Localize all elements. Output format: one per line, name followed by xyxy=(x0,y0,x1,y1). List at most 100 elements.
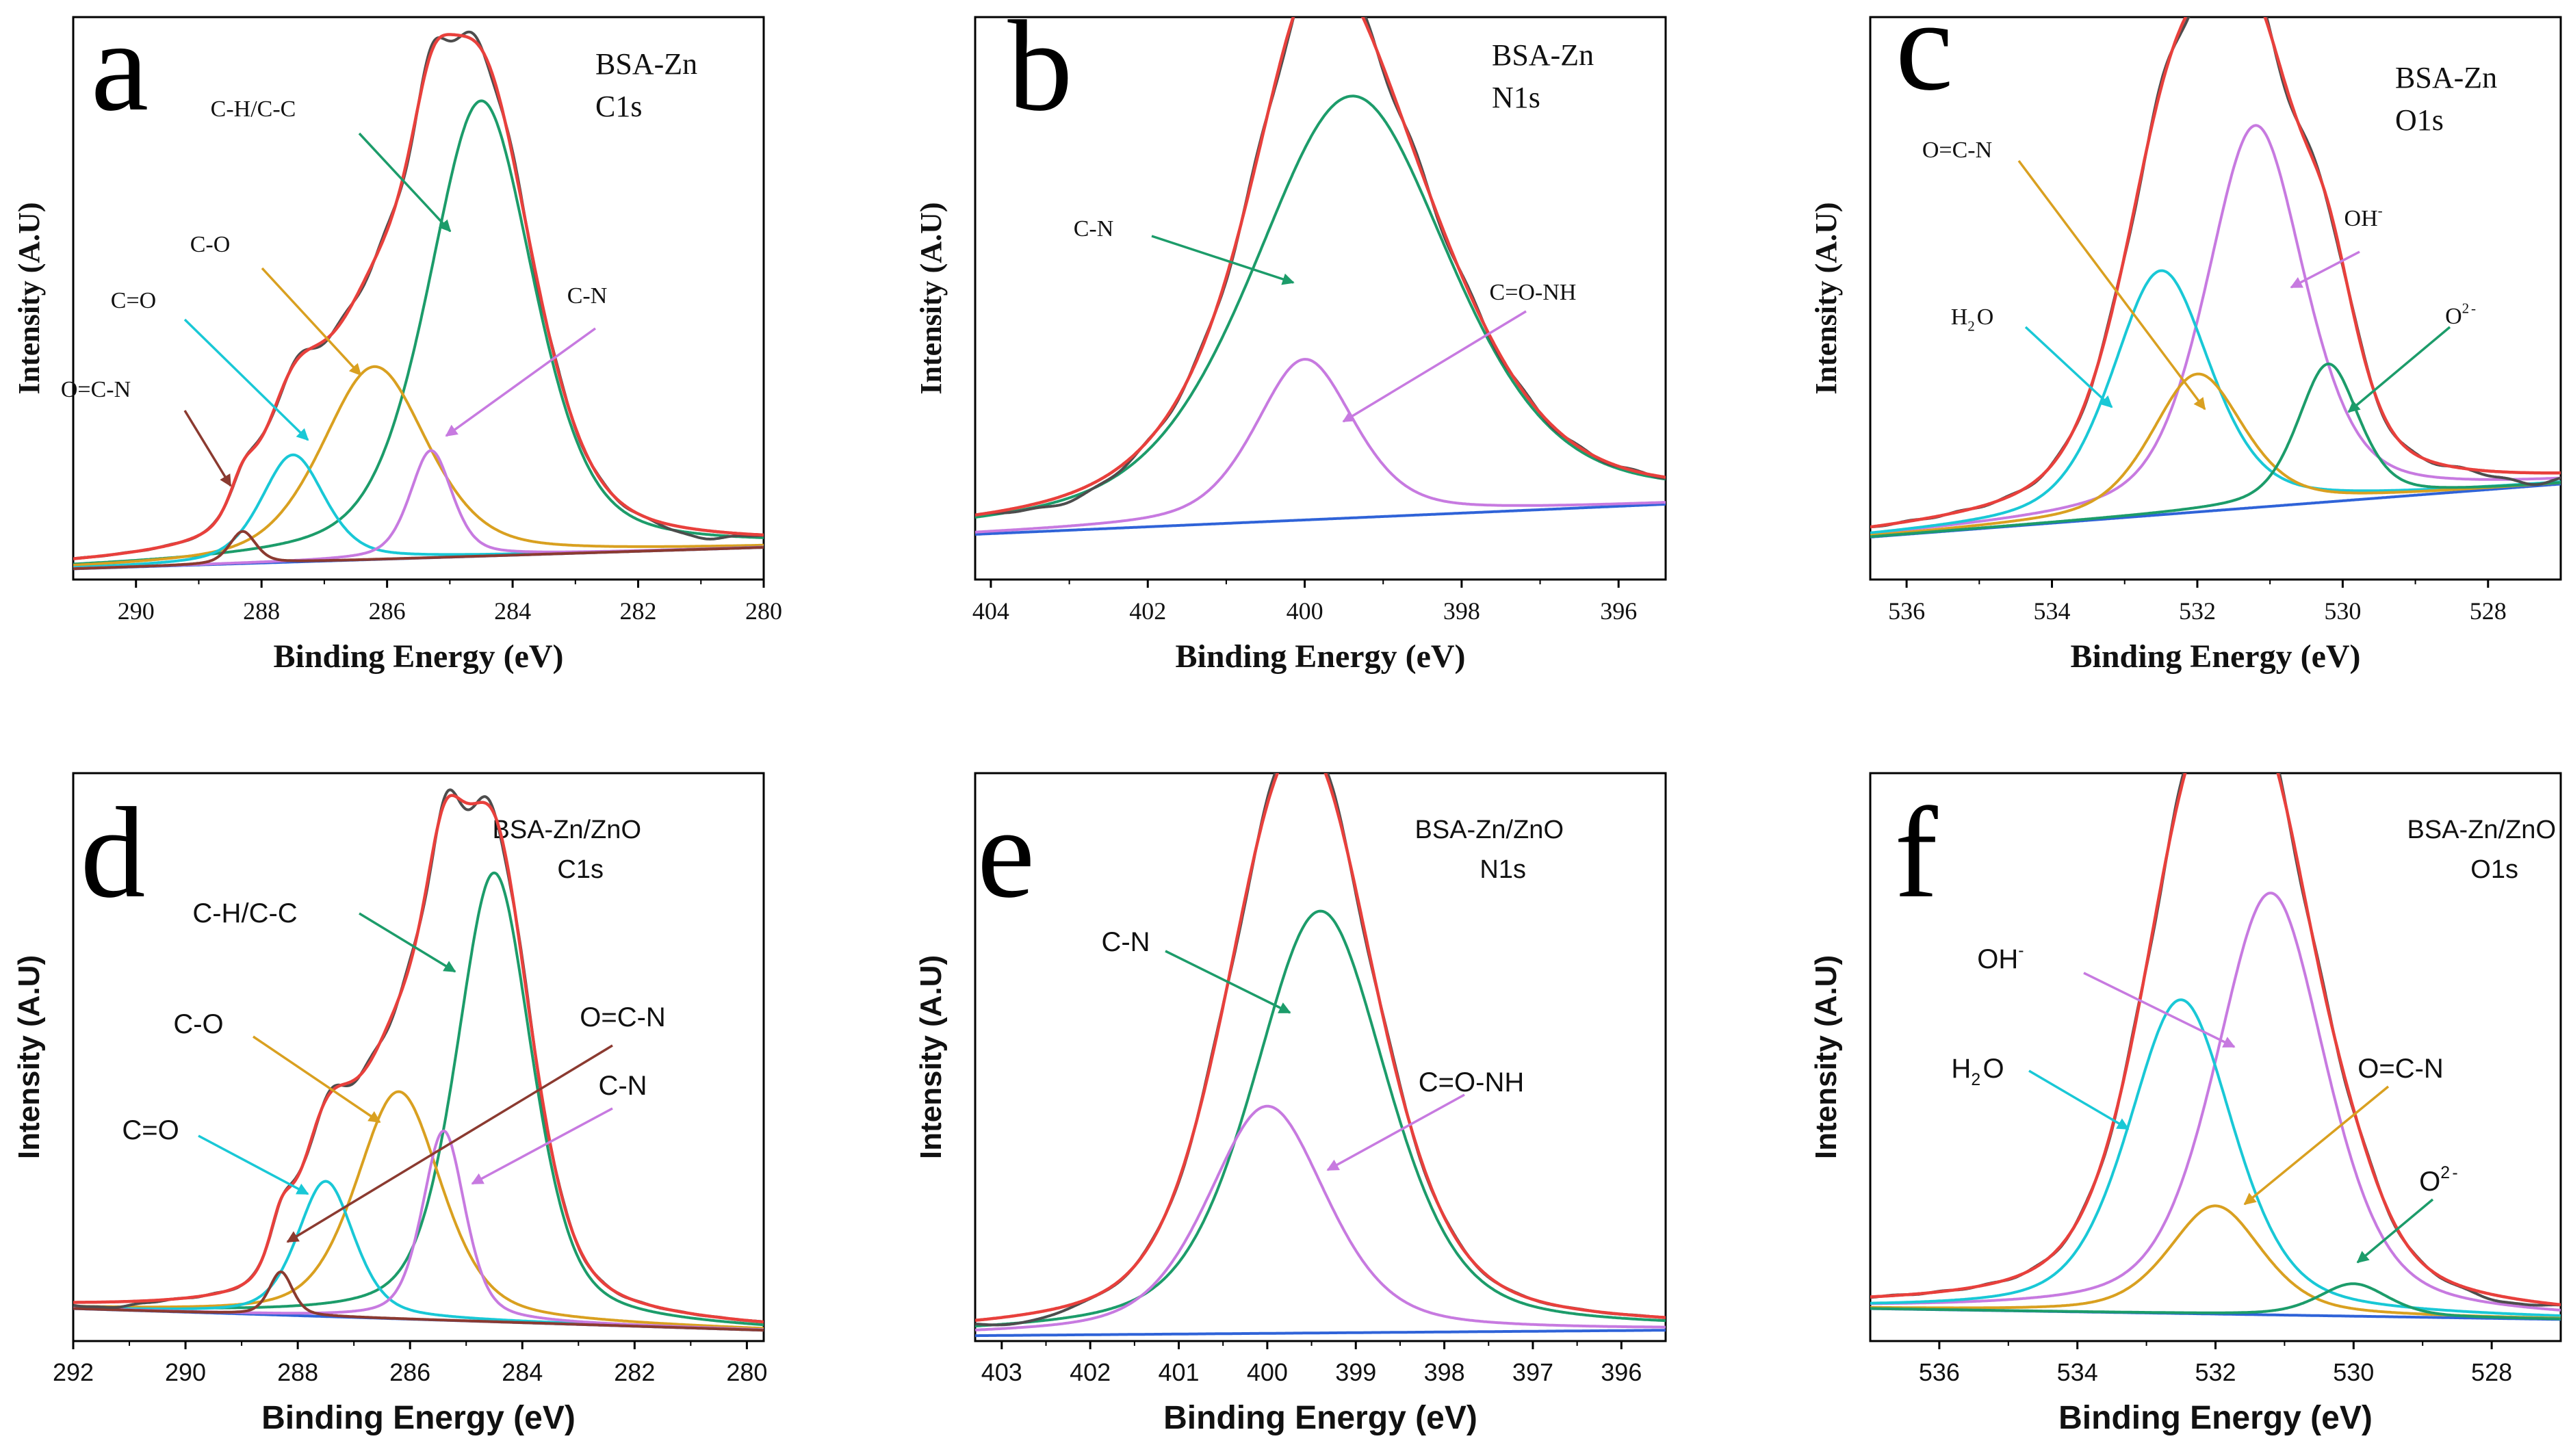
annotation-oh-minus: OH- xyxy=(1977,941,2026,974)
annotation-o-c-n: O=C-N xyxy=(61,377,131,402)
sample-label-d: BSA-Zn/ZnO C1s xyxy=(493,816,642,884)
component-h2o xyxy=(1870,998,2561,1317)
x-tick-label: 536 xyxy=(1888,597,1925,625)
raw-spectrum xyxy=(1870,773,2561,1307)
sample-label-a: BSA-Zn C1s xyxy=(595,47,697,123)
x-tick-label: 532 xyxy=(2179,597,2216,625)
x-tick-label: 398 xyxy=(1443,597,1480,625)
panel-letter-b: b xyxy=(1008,0,1073,138)
fit-envelope xyxy=(1870,773,2561,1307)
x-tick-label: 292 xyxy=(53,1358,94,1386)
y-axis-label: Intensity (A.U) xyxy=(1809,955,1843,1159)
x-tick-label: 290 xyxy=(165,1358,206,1386)
component-c-o-nh xyxy=(975,358,1666,534)
component-c-n xyxy=(975,909,1666,1328)
component-c-h-c-c xyxy=(73,99,764,566)
x-tick-label: 284 xyxy=(494,597,531,625)
panel-letter-e: e xyxy=(977,781,1035,925)
plot-frame-e xyxy=(974,772,1667,1342)
x-tick-label: 402 xyxy=(1070,1358,1111,1386)
x-tick-label: 399 xyxy=(1335,1358,1376,1386)
x-tick-label: 530 xyxy=(2333,1358,2374,1386)
annotations-c: O=C-N OH- H2 O O2 - xyxy=(1922,138,2478,413)
arrow-h2o xyxy=(2024,326,2113,408)
annotation-c-n: C-N xyxy=(1101,927,1150,957)
panel-letter-f: f xyxy=(1894,781,1938,925)
component-oh-minus xyxy=(1870,892,2561,1312)
annotation-o2-minus: O2 - xyxy=(2445,300,2478,329)
component-o2-minus xyxy=(1870,1282,2561,1321)
curves-a xyxy=(73,30,764,571)
component-c-o xyxy=(73,1090,764,1330)
x-tick-label: 286 xyxy=(369,597,406,625)
x-axis-label: Binding Energy (eV) xyxy=(1163,1400,1477,1436)
x-tick-label: 401 xyxy=(1158,1358,1199,1386)
arrow-c-o xyxy=(253,1035,381,1123)
x-axis-label: Binding Energy (eV) xyxy=(2058,1400,2373,1436)
annotation-c-o: C-O xyxy=(173,1009,223,1039)
x-ticks-c: 536 534 532 530 528 xyxy=(1888,580,2507,625)
x-tick-label: 398 xyxy=(1424,1358,1465,1386)
fit-envelope xyxy=(73,794,764,1324)
x-tick-label: 282 xyxy=(614,1358,655,1386)
annotation-c-o-nh: C=O-NH xyxy=(1419,1067,1524,1097)
annotation-c-o: C=O xyxy=(111,288,156,313)
x-tick-label: 397 xyxy=(1512,1358,1553,1386)
arrow-o-c-n xyxy=(2243,1085,2390,1206)
x-tick-label: 534 xyxy=(2034,597,2071,625)
x-tick-label: 528 xyxy=(2470,597,2507,625)
x-ticks-f: 536 534 532 530 528 xyxy=(1919,1341,2512,1386)
sample-label-b: BSA-Zn N1s xyxy=(1492,38,1594,114)
panel-e: 403 402 401 400 399 398 397 396 Binding Energy (… xyxy=(914,772,1667,1436)
arrow-c-o xyxy=(261,267,362,376)
component-c-n xyxy=(975,94,1666,519)
curves-e xyxy=(975,773,1666,1338)
annotation-o-c-n: O=C-N xyxy=(1922,138,1992,163)
x-tick-label: 280 xyxy=(745,597,782,625)
panel-f: 536 534 532 530 528 Binding Energy (eV) Intens… xyxy=(1809,772,2562,1436)
x-tick-label: 402 xyxy=(1129,597,1166,625)
x-tick-label: 396 xyxy=(1600,597,1637,625)
annotation-c-n: C-N xyxy=(598,1071,647,1101)
y-axis-label: Intensity (A.U) xyxy=(914,202,948,394)
raw-spectrum xyxy=(73,788,764,1323)
annotation-o-c-n: O=C-N xyxy=(580,1002,666,1032)
annotations-e: C-N C=O-NH xyxy=(1101,927,1524,1171)
panel-letter-d: d xyxy=(81,781,146,925)
x-tick-label: 280 xyxy=(726,1358,767,1386)
component-o-c-n xyxy=(73,1270,764,1332)
annotations-f: OH- H2 O O=C-N O2 - xyxy=(1951,941,2460,1264)
plot-frame-c xyxy=(1869,16,2562,581)
fit-envelope xyxy=(975,773,1666,1323)
arrow-c-o xyxy=(183,318,309,441)
x-tick-label: 288 xyxy=(243,597,280,625)
panel-letter-c: c xyxy=(1896,0,1953,118)
arrow-o2-minus xyxy=(2356,1198,2434,1264)
y-axis-label: Intensity (A.U) xyxy=(12,955,46,1159)
arrow-c-n xyxy=(1165,950,1291,1014)
annotation-c-o: C-O xyxy=(190,232,231,257)
arrow-oh-minus xyxy=(2290,250,2360,289)
background-line xyxy=(975,1329,1666,1338)
arrow-c-n xyxy=(445,327,597,437)
arrow-c-h-c-c xyxy=(358,132,452,233)
y-axis-label: Intensity (A.U) xyxy=(12,202,46,394)
panel-d: 292 290 288 286 284 282 280 Binding Energy (eV)… xyxy=(12,772,767,1436)
arrow-o-c-n xyxy=(2017,159,2206,411)
arrow-c-o-nh xyxy=(1326,1093,1465,1171)
annotation-o2-minus: O2 - xyxy=(2419,1164,2460,1197)
x-axis-label: Binding Energy (eV) xyxy=(261,1400,576,1436)
component-o2-minus xyxy=(1870,362,2561,538)
arrow-oh-minus xyxy=(2083,972,2236,1048)
annotation-c-h-c-c: C-H/C-C xyxy=(211,96,296,122)
sample-label-e: BSA-Zn/ZnO N1s xyxy=(1415,816,1564,884)
fit-envelope xyxy=(975,17,1666,517)
arrow-o-c-n xyxy=(286,1044,613,1243)
annotations-a: C-H/C-C C-O C=O C-N O=C-N xyxy=(61,96,608,487)
arrow-c-o xyxy=(198,1134,309,1195)
annotation-c-n: C-N xyxy=(567,283,608,309)
sample-label-f: BSA-Zn/ZnO O1s xyxy=(2407,816,2557,884)
plot-frame-b xyxy=(974,16,1667,581)
arrow-h2o xyxy=(2028,1069,2130,1130)
x-tick-label: 400 xyxy=(1287,597,1323,625)
